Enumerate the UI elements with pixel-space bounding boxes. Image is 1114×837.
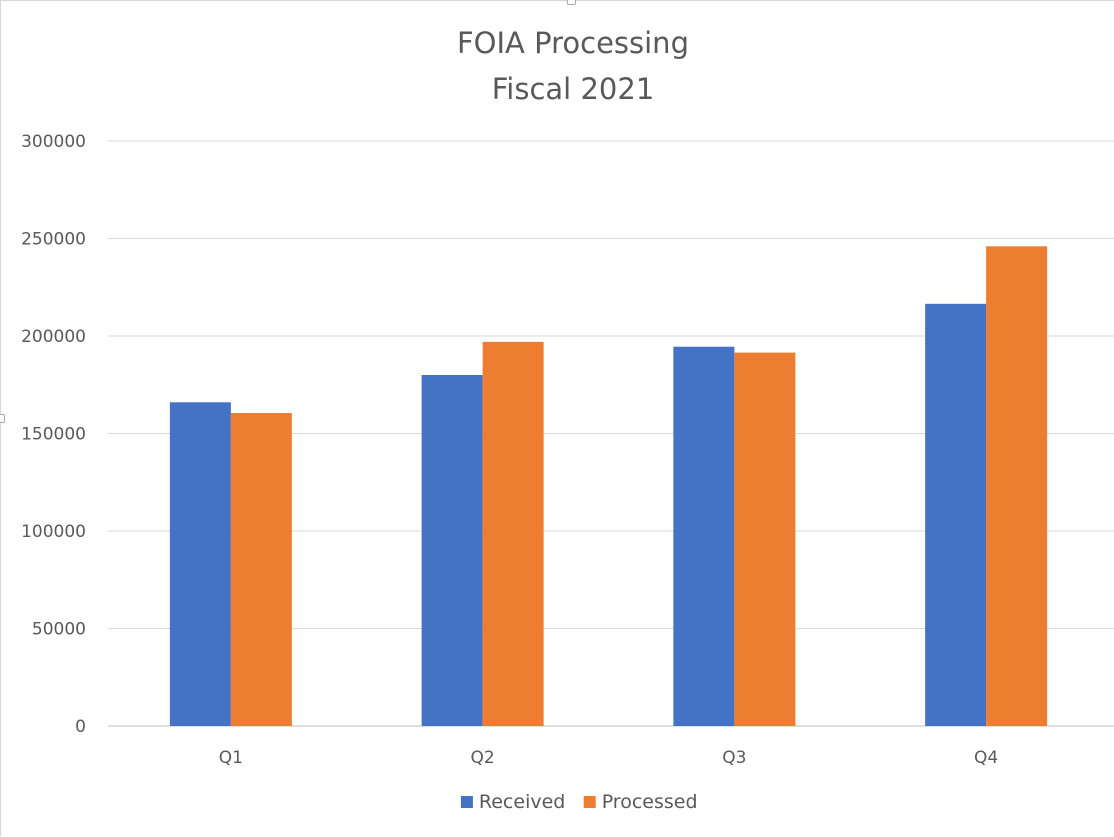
legend-swatch-processed xyxy=(583,796,596,808)
x-tick-label: Q1 xyxy=(219,748,243,768)
y-tick-label: 250000 xyxy=(21,230,86,250)
y-tick-label: 150000 xyxy=(21,425,86,445)
y-tick-label: 0 xyxy=(75,717,86,737)
bar-received-q4 xyxy=(925,303,987,726)
legend-label-processed: Processed xyxy=(602,791,698,813)
bar-processed-q1 xyxy=(230,413,292,726)
chart-title: FOIA Processing xyxy=(457,26,689,60)
left-resize-handle[interactable] xyxy=(0,414,5,423)
bar-received-q2 xyxy=(421,375,483,726)
x-tick-label: Q2 xyxy=(471,748,495,768)
bar-received-q1 xyxy=(169,402,231,726)
legend-label-received: Received xyxy=(479,791,565,813)
y-tick-label: 200000 xyxy=(21,327,86,347)
bar-processed-q3 xyxy=(734,352,796,726)
y-tick-label: 100000 xyxy=(21,522,86,542)
y-axis-labels: 0 50000 100000 150000 200000 250000 300000 xyxy=(21,132,86,737)
top-resize-handle[interactable] xyxy=(567,0,576,5)
bar-processed-q2 xyxy=(482,341,544,726)
x-axis-labels: Q1 Q2 Q3 Q4 xyxy=(219,748,998,768)
legend-swatch-received xyxy=(460,796,473,808)
legend: Received Processed xyxy=(460,791,698,813)
bars xyxy=(169,246,1048,727)
y-tick-label: 50000 xyxy=(32,620,86,640)
y-tick-label: 300000 xyxy=(21,132,86,152)
x-tick-label: Q3 xyxy=(722,748,746,768)
x-tick-label: Q4 xyxy=(974,748,998,768)
bar-processed-q4 xyxy=(986,246,1048,727)
bar-received-q3 xyxy=(673,346,735,726)
chart-subtitle: Fiscal 2021 xyxy=(492,72,655,106)
